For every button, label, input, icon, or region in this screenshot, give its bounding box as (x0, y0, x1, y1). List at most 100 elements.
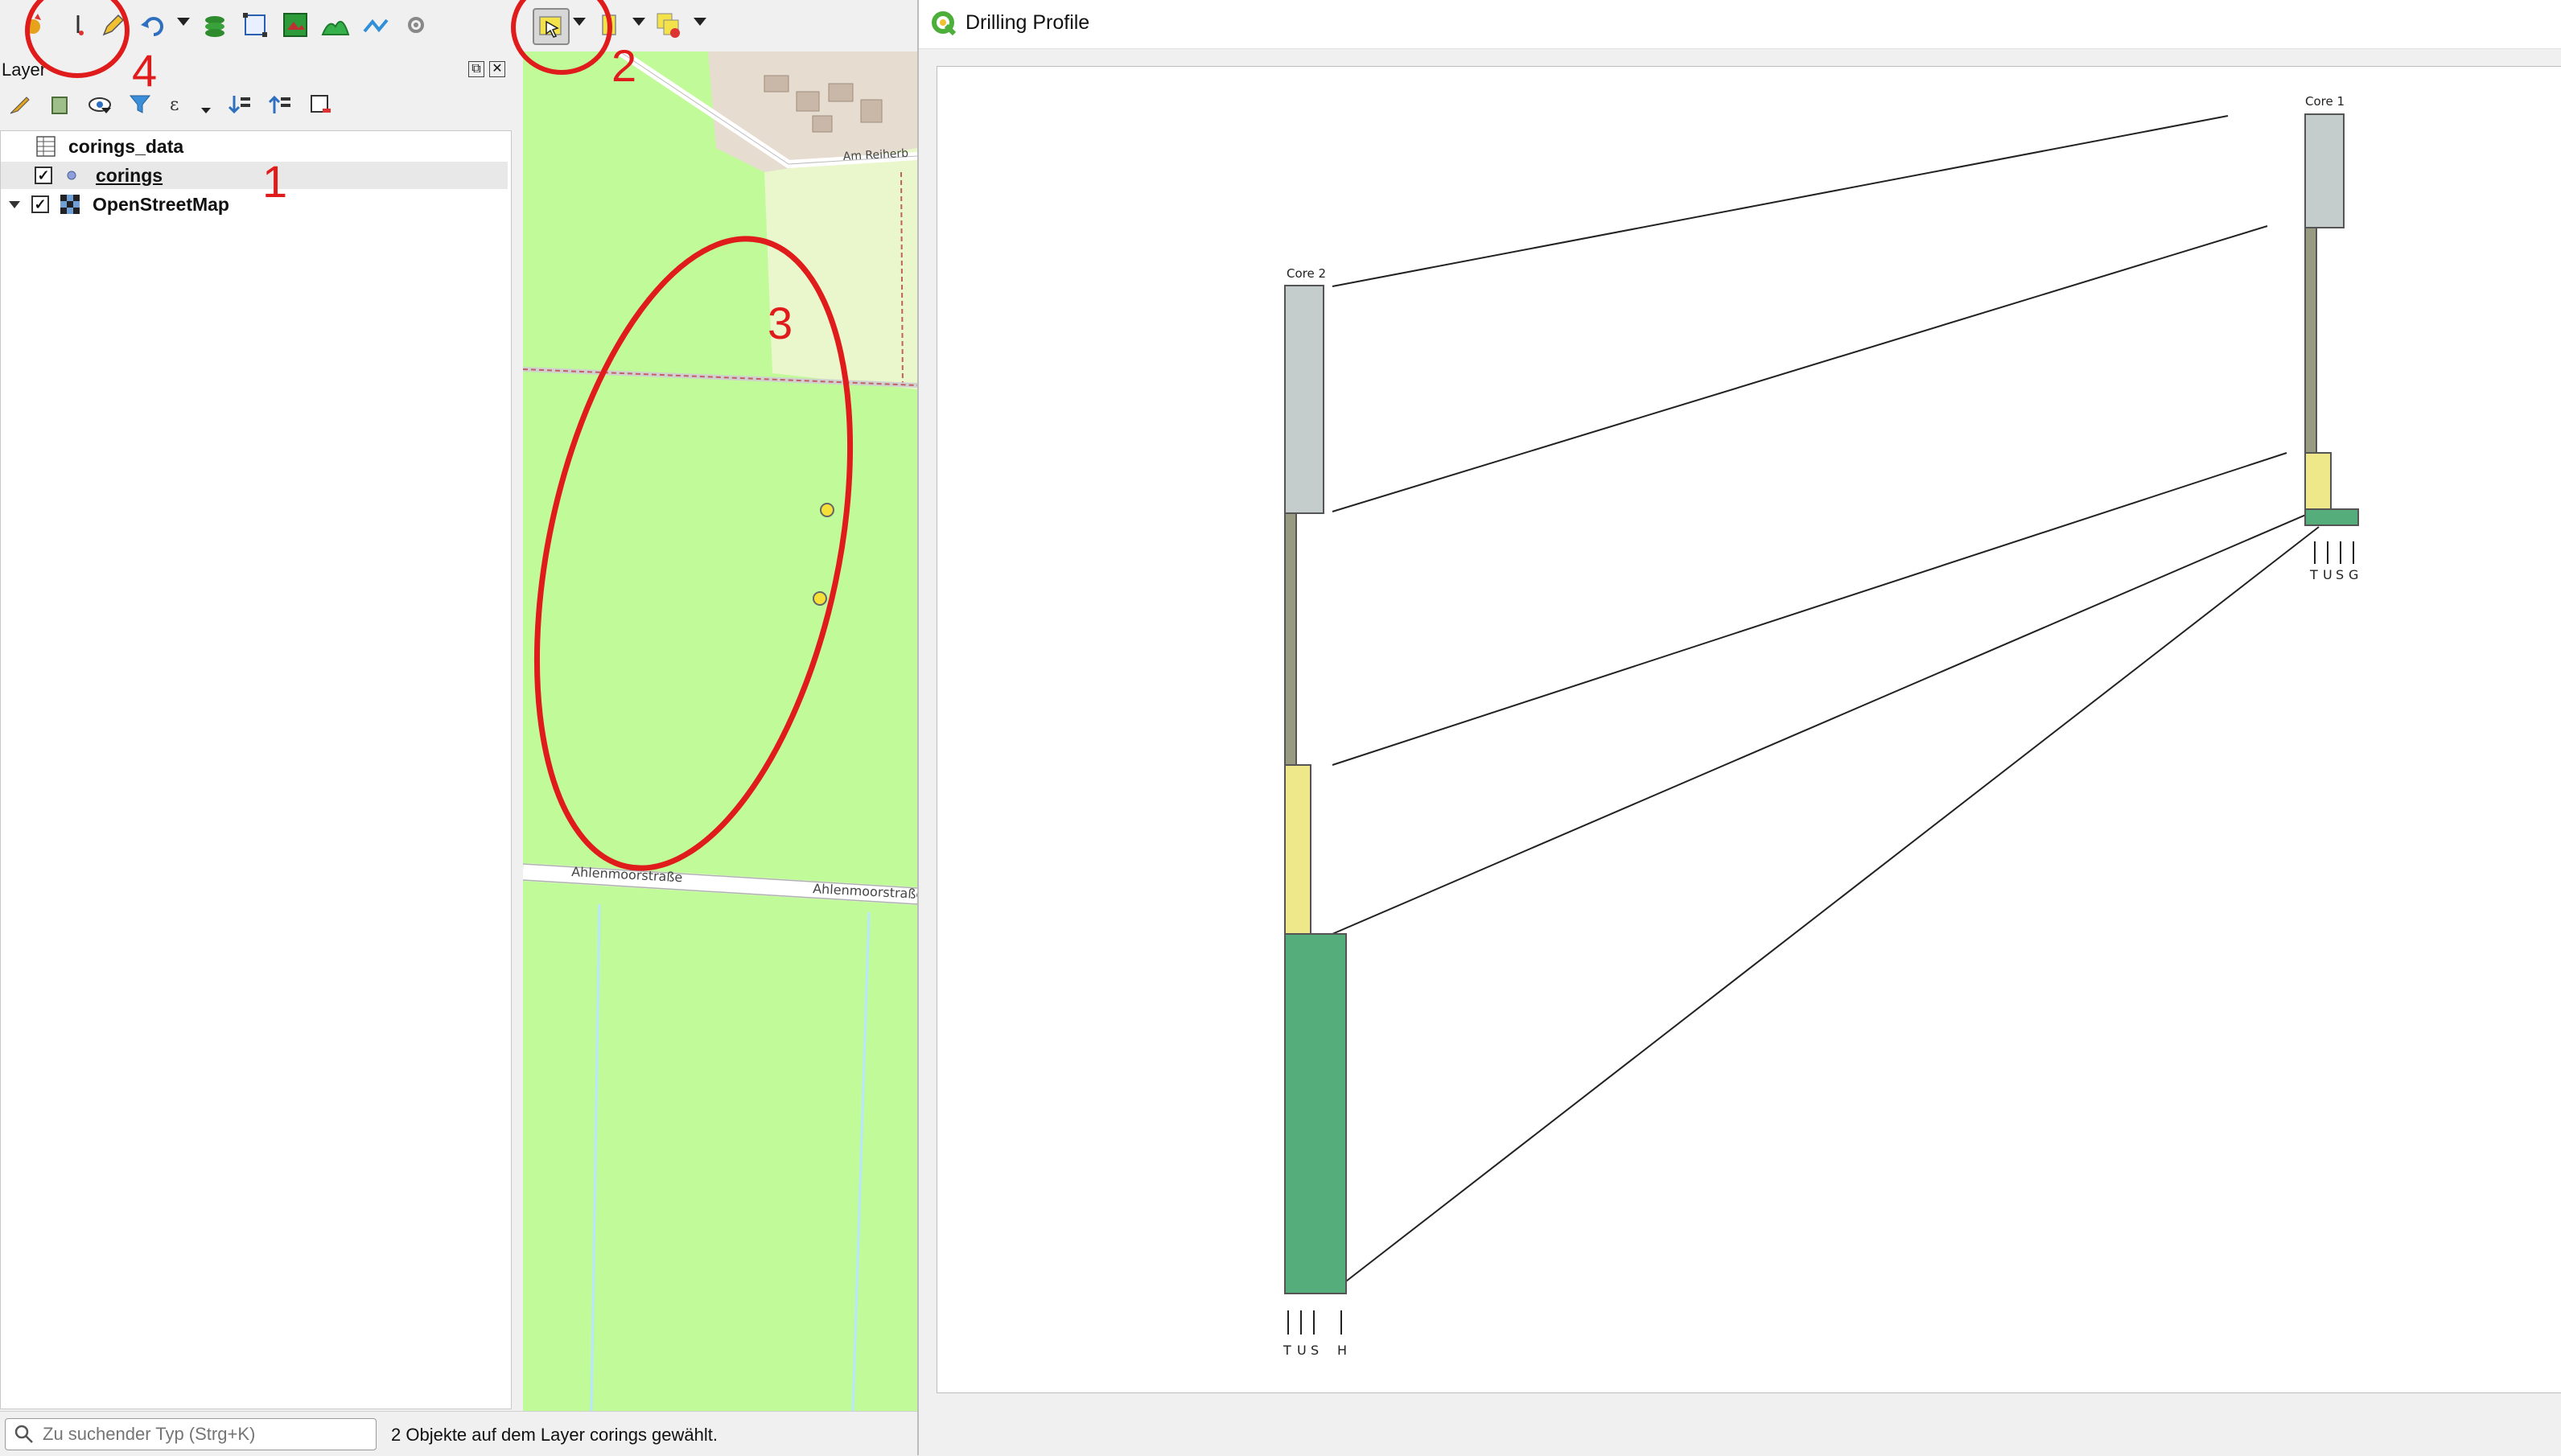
core-label: Core 1 (2305, 94, 2345, 109)
svg-text:ε: ε (170, 95, 179, 115)
settings-gear-icon[interactable] (399, 8, 433, 42)
annotation-label-3: 3 (768, 298, 793, 348)
layer-visibility-checkbox[interactable]: ✓ (35, 167, 52, 184)
refresh-icon[interactable] (198, 8, 232, 42)
scale-label: T (2309, 567, 2318, 582)
locator-search-box[interactable] (5, 1418, 377, 1450)
core-layer-yellow (1284, 764, 1311, 935)
scale-label: G (2349, 567, 2358, 582)
core-label: Core 2 (1287, 266, 1326, 281)
core-1: Core 1 T U S G (2304, 94, 2359, 582)
building (764, 75, 789, 93)
scale-label: S (1311, 1343, 1319, 1358)
core-layer-yellow (2304, 452, 2332, 510)
main-toolbar (0, 0, 917, 51)
profile-canvas: Core 2 T U S H Core 1 (937, 66, 2561, 1393)
deselect-icon[interactable] (652, 8, 686, 42)
map-graphics: Am Reiherb Ahlenmoorstraße Ahlenmoorstra… (523, 51, 917, 1411)
coring-point[interactable] (813, 591, 827, 606)
scale-label: H (1337, 1343, 1347, 1358)
annotation-label-4: 4 (132, 45, 158, 96)
style-brush-icon[interactable] (5, 90, 34, 119)
status-message: 2 Objekte auf dem Layer corings gewählt. (391, 1425, 718, 1445)
correlation-line (1332, 452, 2287, 766)
edit-pencil-icon[interactable] (95, 8, 129, 42)
expression-filter-icon[interactable]: ε (164, 90, 193, 119)
layer-name: corings (96, 164, 163, 186)
core-layer-green (2304, 508, 2359, 526)
layer-item-corings[interactable]: ✓ corings (1, 162, 508, 189)
select-dropdown-icon[interactable] (573, 18, 586, 26)
undo-dropdown-icon[interactable] (177, 18, 190, 26)
building (828, 83, 854, 102)
remove-layer-icon[interactable] (306, 90, 335, 119)
digitize-icon[interactable] (61, 8, 95, 42)
layers-panel-titlebar: Layer ⧉ ✕ (0, 55, 515, 84)
status-bar: 2 Objekte auf dem Layer corings gewählt. (0, 1411, 917, 1456)
qgis-logo-icon (932, 11, 957, 36)
add-group-icon[interactable] (45, 90, 74, 119)
scale-label: T (1283, 1343, 1291, 1358)
expand-all-icon[interactable] (225, 90, 254, 119)
grain-size-scale (1287, 1310, 1342, 1335)
building (796, 91, 820, 112)
tile-layer-icon (60, 195, 80, 214)
core-layer-olive (1284, 512, 1297, 766)
correlation-line (1332, 526, 2320, 1293)
layer-name: OpenStreetMap (93, 193, 229, 215)
window-title: Drilling Profile (966, 11, 1090, 34)
core-layer-grey (1284, 285, 1324, 514)
grain-size-scale (2314, 541, 2354, 564)
point-layer-icon (67, 171, 76, 180)
building (860, 99, 883, 123)
table-layer-icon (36, 136, 56, 157)
filter-icon[interactable] (126, 90, 154, 119)
correlation-line (1332, 225, 2268, 512)
layers-panel-title: Layer (2, 60, 47, 80)
street-label: Am Reiherb (842, 147, 908, 163)
network-icon[interactable] (359, 8, 393, 42)
coring-point[interactable] (820, 503, 834, 517)
float-panel-icon[interactable]: ⧉ (468, 61, 484, 77)
scale-label: U (1297, 1343, 1307, 1358)
building (812, 115, 833, 133)
layer-item-corings-data[interactable]: corings_data (1, 133, 508, 160)
annotation-label-1: 1 (262, 156, 288, 207)
search-icon (14, 1425, 33, 1443)
drilling-profile-titlebar: Drilling Profile (919, 0, 2561, 49)
new-layer-icon[interactable] (18, 8, 51, 42)
profile-drawing: Core 2 T U S H Core 1 (1283, 94, 2359, 1358)
deselect-dropdown-icon[interactable] (694, 18, 706, 26)
visibility-eye-icon[interactable] (85, 90, 114, 119)
qgis-main-window: Layer ⧉ ✕ ε corings_data (0, 0, 917, 1456)
search-input[interactable] (41, 1423, 366, 1446)
core-2: Core 2 T U S H (1283, 266, 1347, 1358)
layer-visibility-checkbox[interactable]: ✓ (31, 195, 49, 213)
drilling-profile-window: Drilling Profile Core 2 (917, 0, 2561, 1455)
layer-name: corings_data (68, 135, 184, 157)
raster-icon[interactable] (278, 8, 312, 42)
visibility-dropdown-icon[interactable] (101, 108, 111, 113)
scale-label: S (2336, 567, 2344, 582)
layers-panel-toolbar: ε (0, 87, 515, 122)
layers-panel: Layer ⧉ ✕ ε corings_data (0, 51, 515, 1411)
annotation-label-2: 2 (611, 40, 637, 91)
core-layer-green (1284, 933, 1347, 1294)
expand-chevron-icon[interactable] (9, 200, 20, 208)
map-canvas[interactable]: Am Reiherb Ahlenmoorstraße Ahlenmoorstra… (523, 51, 917, 1411)
table-dropdown-icon[interactable] (632, 18, 645, 26)
select-features-icon[interactable] (533, 8, 570, 45)
expression-dropdown-icon[interactable] (201, 108, 211, 113)
layer-item-openstreetmap[interactable]: ✓ OpenStreetMap (1, 191, 508, 218)
correlation-lines (1332, 115, 2320, 1293)
table-icon[interactable] (594, 8, 628, 42)
layer-tree: corings_data ✓ corings ✓ OpenStreetMap (0, 130, 512, 1409)
close-panel-icon[interactable]: ✕ (489, 61, 505, 77)
correlation-line (1332, 508, 2320, 935)
undo-icon[interactable] (137, 8, 171, 42)
vertex-tool-icon[interactable] (238, 8, 272, 42)
collapse-all-icon[interactable] (266, 90, 294, 119)
scale-label: U (2323, 567, 2332, 582)
area-icon[interactable] (319, 8, 352, 42)
core-layer-olive (2304, 227, 2317, 454)
